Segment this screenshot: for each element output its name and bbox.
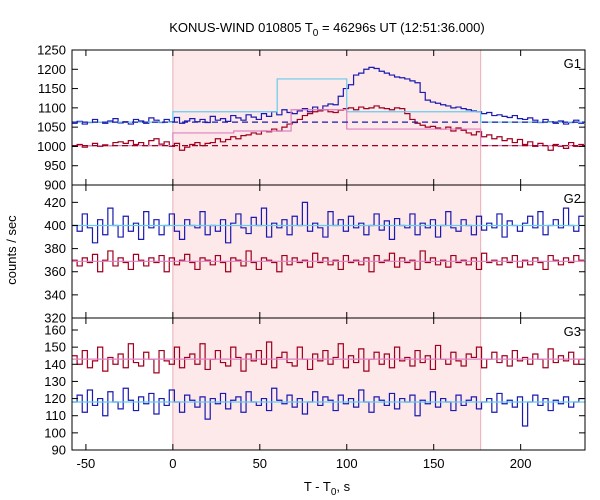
y-tick-label: 1250 <box>37 43 66 58</box>
x-tick-label: 100 <box>336 456 358 471</box>
axis-layer: 900950100010501100115012001250G132034036… <box>37 43 586 471</box>
series-g1-cyan-2 <box>72 78 585 123</box>
highlight-band-g2 <box>172 185 481 318</box>
x-axis-label: T - T0, s <box>304 479 351 498</box>
x-tick-label: 0 <box>169 456 176 471</box>
y-tick-label: 380 <box>44 241 66 256</box>
panel-frame-g3 <box>71 317 586 451</box>
plot-layer <box>72 66 585 427</box>
series-g1-pink-3 <box>72 109 585 147</box>
x-tick-label: 150 <box>423 456 445 471</box>
series-g1-red-1 <box>72 105 584 151</box>
x-tick-label: -50 <box>77 456 96 471</box>
y-axis-label: counts / sec <box>4 215 19 285</box>
y-tick-label: 1200 <box>37 62 66 77</box>
x-tick-label: 200 <box>510 456 532 471</box>
background-layer <box>172 50 482 450</box>
y-tick-label: 320 <box>44 311 66 326</box>
series-g3-blue-1 <box>72 387 584 427</box>
y-tick-label: 130 <box>44 374 66 389</box>
y-tick-label: 150 <box>44 340 66 355</box>
y-tick-label: 900 <box>44 178 66 193</box>
y-tick-label: 1150 <box>38 81 66 96</box>
y-tick-label: 1100 <box>38 100 66 115</box>
series-g3-red-0 <box>72 341 584 374</box>
y-tick-label: 400 <box>44 218 66 233</box>
y-tick-label: 1000 <box>37 139 66 154</box>
x-tick-label: 50 <box>253 456 267 471</box>
panel-label-g3: G3 <box>564 324 581 339</box>
y-tick-label: 160 <box>44 323 66 338</box>
panel-label-g1: G1 <box>564 56 581 71</box>
y-tick-label: 110 <box>45 408 66 423</box>
series-g2-blue-0 <box>72 201 584 244</box>
y-tick-label: 1050 <box>37 120 66 135</box>
y-tick-label: 360 <box>44 264 66 279</box>
y-tick-label: 950 <box>44 158 66 173</box>
series-g1-blue-0 <box>72 66 584 125</box>
y-tick-label: 420 <box>44 195 66 210</box>
highlight-band-g1 <box>172 50 481 185</box>
chart-title: KONUS-WIND 010805 T0 = 46296s UT (12:51:… <box>169 20 484 39</box>
y-tick-label: 90 <box>52 443 66 458</box>
panel-label-g2: G2 <box>564 191 581 206</box>
y-tick-label: 100 <box>44 425 66 440</box>
highlight-band-g3 <box>172 318 481 450</box>
y-tick-label: 120 <box>44 391 66 406</box>
y-tick-label: 340 <box>44 287 66 302</box>
y-tick-label: 140 <box>44 357 66 372</box>
